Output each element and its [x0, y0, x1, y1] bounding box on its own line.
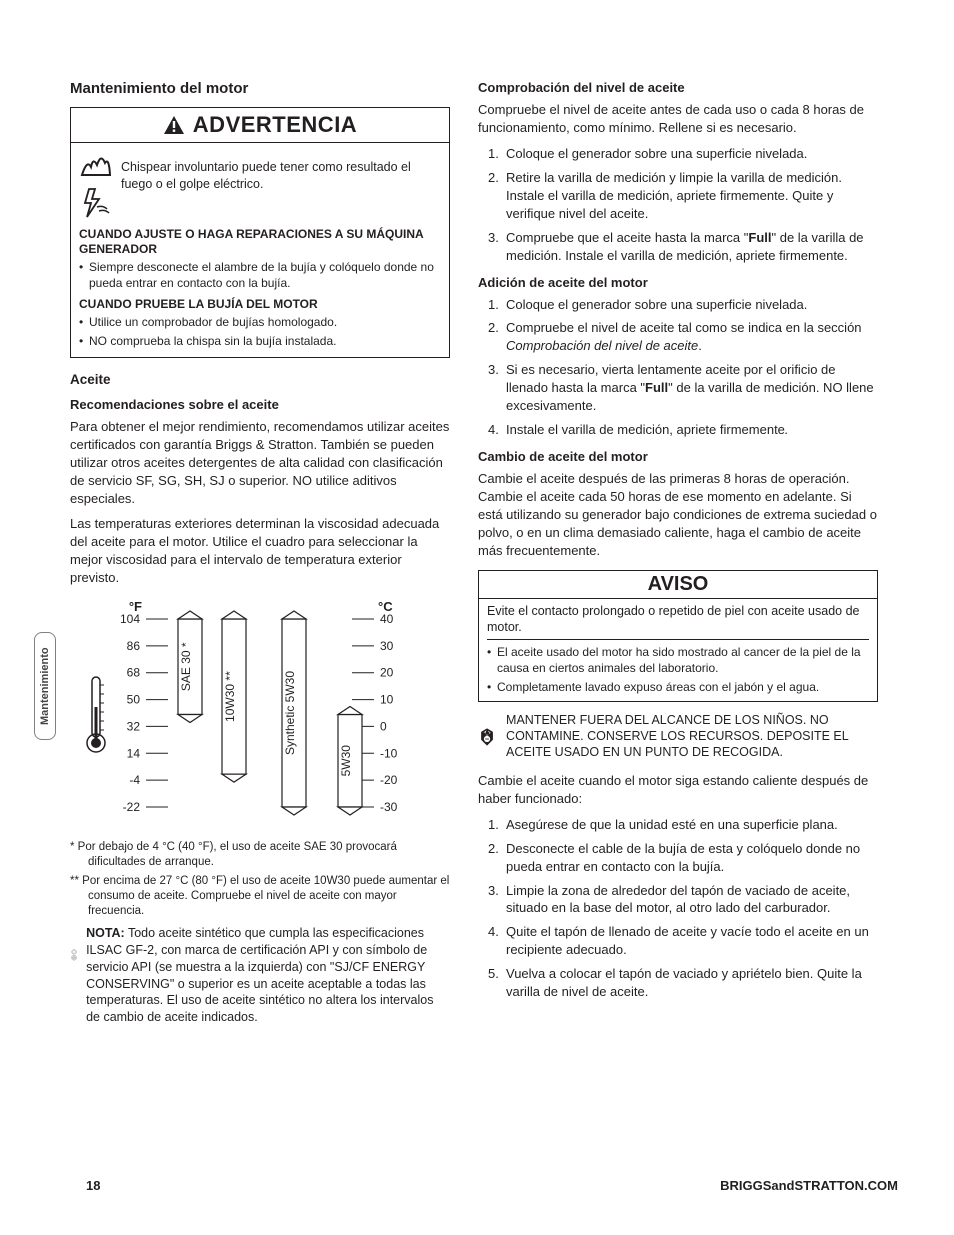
recycle-oil-icon: Oil [478, 712, 496, 762]
recycle-row: Oil MANTENER FUERA DEL ALCANCE DE LOS NI… [478, 712, 878, 762]
aceite-heading: Aceite [70, 372, 450, 387]
check-list: Coloque el generador sobre una superfici… [478, 145, 878, 265]
api-note-row: FOR GASOLINE ENGINES NOTA: Todo aceite s… [70, 925, 450, 1026]
list-item: Compruebe que el aceite hasta la marca "… [478, 229, 878, 265]
svg-text:5W30: 5W30 [339, 745, 353, 777]
svg-text:68: 68 [127, 666, 141, 680]
list-item: Quite el tapón de llenado de aceite y va… [478, 923, 878, 959]
list-item: Limpie la zona de alrededor del tapón de… [478, 882, 878, 918]
warning-label: ADVERTENCIA [193, 112, 357, 138]
warning-sub2: CUANDO PRUEBE LA BUJÍA DEL MOTOR [79, 297, 441, 312]
svg-text:86: 86 [127, 639, 141, 653]
left-column: Mantenimiento del motor ADVERTENCIA Chis… [70, 80, 450, 1026]
aviso-bullet: El aceite usado del motor ha sido mostra… [487, 644, 869, 676]
recycle-text: MANTENER FUERA DEL ALCANCE DE LOS NIÑOS.… [506, 712, 878, 762]
svg-text:20: 20 [380, 666, 394, 680]
aviso-lead: Evite el contacto prolongado o repetido … [487, 603, 869, 641]
section-title: Mantenimiento del motor [70, 80, 450, 97]
list-item: Desconecte el cable de la bujía de esta … [478, 840, 878, 876]
svg-text:32: 32 [127, 720, 141, 734]
add-heading: Adición de aceite del motor [478, 275, 878, 290]
warning-body: Chispear involuntario puede tener como r… [71, 143, 449, 357]
change-list: Asegúrese de que la unidad esté en una s… [478, 816, 878, 1001]
shock-icon [79, 185, 113, 219]
svg-text:50: 50 [127, 693, 141, 707]
page-footer: 18 BRIGGSandSTRATTON.COM [86, 1178, 898, 1193]
page-columns: Mantenimiento del motor ADVERTENCIA Chis… [70, 80, 898, 1026]
footnote-1: * Por debajo de 4 °C (40 °F), el uso de … [70, 840, 450, 870]
footnote-2: ** Por encima de 27 °C (80 °F) el uso de… [70, 874, 450, 919]
svg-text:0: 0 [380, 720, 387, 734]
svg-text:-20: -20 [380, 773, 398, 787]
aviso-header: AVISO [479, 571, 877, 599]
list-item: Asegúrese de que la unidad esté en una s… [478, 816, 878, 834]
svg-text:-30: -30 [380, 800, 398, 814]
svg-text:40: 40 [380, 612, 394, 626]
rec-p1: Para obtener el mejor rendimiento, recom… [70, 418, 450, 508]
list-item: Si es necesario, vierta lentamente aceit… [478, 361, 878, 415]
warning-bullet: NO comprueba la chispa sin la bujía inst… [79, 333, 441, 349]
svg-text:14: 14 [127, 746, 141, 760]
aviso-box: AVISO Evite el contacto prolongado o rep… [478, 570, 878, 702]
svg-text:10: 10 [380, 693, 394, 707]
warning-box: ADVERTENCIA Chispear involuntario puede … [70, 107, 450, 358]
svg-text:-4: -4 [129, 773, 140, 787]
check-heading: Comprobación del nivel de aceite [478, 80, 878, 95]
side-tab: Mantenimiento [34, 632, 56, 740]
svg-text:104: 104 [120, 612, 140, 626]
list-item: Retire la varilla de medición y limpie l… [478, 169, 878, 223]
rec-p2: Las temperaturas exteriores determinan l… [70, 515, 450, 587]
svg-text:-10: -10 [380, 746, 398, 760]
warning-bullet: Utilice un comprobador de bujías homolog… [79, 314, 441, 330]
list-item: Coloque el generador sobre una superfici… [478, 296, 878, 314]
list-item: Coloque el generador sobre una superfici… [478, 145, 878, 163]
right-column: Comprobación del nivel de aceite Comprue… [478, 80, 878, 1026]
warning-sub1: CUANDO AJUSTE O HAGA REPARACIONES A SU M… [79, 227, 441, 257]
check-p: Compruebe el nivel de aceite antes de ca… [478, 101, 878, 137]
list-item: Compruebe el nivel de aceite tal como se… [478, 319, 878, 355]
change-p: Cambie el aceite después de las primeras… [478, 470, 878, 560]
list-item: Instale el varilla de medición, apriete … [478, 421, 878, 439]
svg-text:30: 30 [380, 639, 394, 653]
note-body: Todo aceite sintético que cumpla las esp… [86, 926, 433, 1024]
add-list: Coloque el generador sobre una superfici… [478, 296, 878, 440]
rec-heading: Recomendaciones sobre el aceite [70, 397, 450, 412]
svg-text:Synthetic 5W30: Synthetic 5W30 [283, 671, 297, 755]
warning-lead: Chispear involuntario puede tener como r… [121, 149, 441, 193]
warning-triangle-icon [163, 115, 185, 135]
change-p2: Cambie el aceite cuando el motor siga es… [478, 772, 878, 808]
oil-viscosity-chart: °F°C1044086306820501032014-10-4-20-22-30… [70, 597, 450, 832]
note-label: NOTA: [86, 926, 125, 940]
change-heading: Cambio de aceite del motor [478, 449, 878, 464]
warning-bullet: Siempre desconecte el alambre de la bují… [79, 259, 441, 291]
list-item: Vuelva a colocar el tapón de vaciado y a… [478, 965, 878, 1001]
api-seal-icon: FOR GASOLINE ENGINES [70, 925, 78, 985]
svg-text:SAE 30 *: SAE 30 * [179, 642, 193, 691]
page-number: 18 [86, 1178, 100, 1193]
api-note-text: NOTA: Todo aceite sintético que cumpla l… [86, 925, 450, 1026]
svg-text:-22: -22 [123, 800, 141, 814]
site-url: BRIGGSandSTRATTON.COM [720, 1178, 898, 1193]
fire-icon [79, 149, 113, 179]
aviso-bullet: Completamente lavado expuso áreas con el… [487, 679, 869, 695]
warning-header: ADVERTENCIA [71, 108, 449, 143]
svg-text:10W30 **: 10W30 ** [223, 671, 237, 722]
